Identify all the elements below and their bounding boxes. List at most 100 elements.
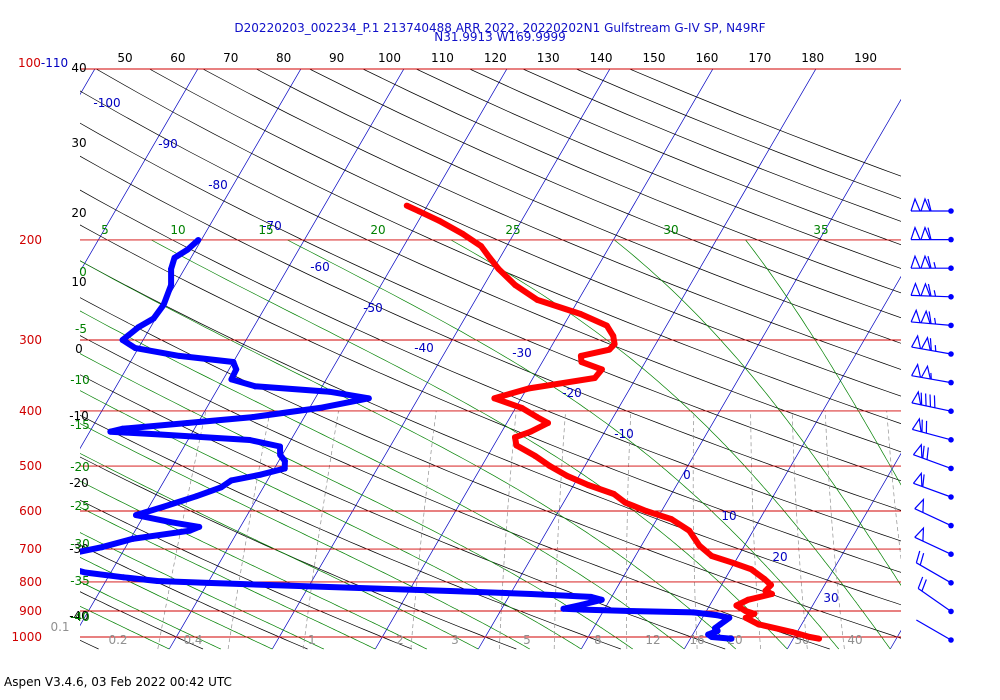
moist-adiabat-label: 30 xyxy=(663,223,678,237)
dry-adiabat-line xyxy=(80,544,308,650)
mixing-ratio-label: 40 xyxy=(847,633,862,647)
series-temperature-point xyxy=(518,404,525,411)
moist-adiabat-line xyxy=(80,390,582,650)
isotherm-label: -60 xyxy=(310,260,330,274)
series-dewpoint-point xyxy=(705,631,712,638)
moist-adiabat-line xyxy=(80,506,376,650)
series-temperature-point xyxy=(546,463,553,470)
series-dewpoint-point xyxy=(560,605,567,612)
moist-adiabat-line xyxy=(614,239,901,586)
dry-adiabat-line xyxy=(256,69,901,344)
wind-barb xyxy=(915,550,954,586)
isotherm-line xyxy=(80,69,199,273)
mixing-ratio-label: 5 xyxy=(523,633,531,647)
wind-barb xyxy=(910,254,954,272)
wind-barb-shaft xyxy=(913,454,952,469)
series-dewpoint-point xyxy=(580,606,587,613)
mixing-ratio-line xyxy=(410,410,437,650)
series-temperature-point xyxy=(751,610,758,617)
dry-adiabat-line xyxy=(96,69,901,425)
series-temperature-point xyxy=(622,499,629,506)
top-scale-label: 190 xyxy=(854,51,877,65)
series-dewpoint-point xyxy=(626,608,633,615)
dry-adiabat-line xyxy=(309,69,901,319)
wind-barb-flag xyxy=(914,526,925,542)
wind-barb-shaft xyxy=(917,587,952,612)
series-dewpoint-point xyxy=(119,425,126,432)
dry-adiabat-line xyxy=(202,69,901,370)
series-dewpoint-point xyxy=(160,301,167,308)
wind-barb-feather xyxy=(917,576,924,589)
mixing-ratio-line xyxy=(227,410,271,650)
series-dewpoint-point xyxy=(186,527,193,534)
wind-barb-feather xyxy=(921,579,927,592)
mixing-ratio-line xyxy=(932,411,965,649)
dry-adiabat-line xyxy=(80,456,517,650)
moist-adiabat-label: 10 xyxy=(170,223,185,237)
isotherm-line xyxy=(271,69,611,650)
series-dewpoint-point xyxy=(728,635,735,642)
series-temperature-point xyxy=(578,359,585,366)
isotherm-label: -50 xyxy=(363,301,383,315)
series-dewpoint-point xyxy=(713,612,720,619)
top-scale-label: 170 xyxy=(748,51,771,65)
wind-barb-feather xyxy=(922,445,925,459)
series-dewpoint-point xyxy=(129,535,136,542)
series-temperature-point xyxy=(789,629,796,636)
wind-barb xyxy=(912,471,954,500)
moist-adiabat-line xyxy=(80,581,221,650)
wind-barb-shaft xyxy=(914,508,952,527)
wind-barb-shaft xyxy=(916,562,952,584)
dry-adiabat-label: -20 xyxy=(70,460,90,474)
top-scale-label: 100 xyxy=(378,51,401,65)
wind-barb-flag xyxy=(920,254,931,269)
dry-adiabat-line xyxy=(80,297,901,639)
series-temperature-point xyxy=(708,552,715,559)
wind-barb-flag xyxy=(920,197,931,212)
dry-adiabat-line xyxy=(149,69,901,397)
dry-adiabat-line xyxy=(80,122,901,482)
moist-adiabat-label: 25 xyxy=(505,223,520,237)
dry-adiabat-line xyxy=(80,639,99,650)
series-dewpoint-point xyxy=(281,458,288,465)
wind-barb-feather xyxy=(927,283,932,297)
series-temperature-point xyxy=(513,442,520,449)
mixing-ratio-line xyxy=(499,410,517,650)
wind-barb-half-feather xyxy=(933,262,937,269)
isotherm-label: -30 xyxy=(512,346,532,360)
mixing-ratio-label: 3 xyxy=(451,633,459,647)
series-temperature-point xyxy=(761,575,768,582)
chart-title: D20220203_002234_P.1 213740488 ARR 2022,… xyxy=(234,21,766,35)
pressure-label: 700 xyxy=(19,542,42,556)
left-scale-label: -10 xyxy=(69,409,89,423)
isotherm-label: 0 xyxy=(683,468,691,482)
series-temperature-point xyxy=(603,322,610,329)
series-temperature-point xyxy=(486,254,493,261)
series-dewpoint-point xyxy=(120,574,127,581)
dry-adiabat-label: -40 xyxy=(70,610,90,624)
dry-adiabat-label: 0 xyxy=(79,265,87,279)
series-dewpoint-point xyxy=(168,281,175,288)
series-dewpoint-point xyxy=(252,383,259,390)
series-dewpoint-point xyxy=(196,523,203,530)
dry-adiabat-line xyxy=(80,591,204,650)
pressure-label: 1000 xyxy=(11,630,42,644)
pressure-label: 500 xyxy=(19,459,42,473)
left-scale-label: -20 xyxy=(69,476,89,490)
top-scale-label: 130 xyxy=(537,51,560,65)
footer-version: Aspen V3.4.6, 03 Feb 2022 00:42 UTC xyxy=(4,675,232,689)
series-dewpoint-point xyxy=(82,569,89,576)
pressure-label: 600 xyxy=(19,504,42,518)
wind-barb-flag xyxy=(914,497,925,513)
series-temperature-point xyxy=(526,385,533,392)
series-dewpoint-point xyxy=(228,376,235,383)
wind-barb-dot xyxy=(948,465,954,472)
wind-barb-flag xyxy=(910,197,921,212)
series-dewpoint-point xyxy=(228,477,235,484)
series-dewpoint-point xyxy=(356,585,363,592)
wind-barb-feather xyxy=(926,447,929,460)
top-scale-label: 180 xyxy=(801,51,824,65)
wind-barb-flag xyxy=(911,390,922,405)
